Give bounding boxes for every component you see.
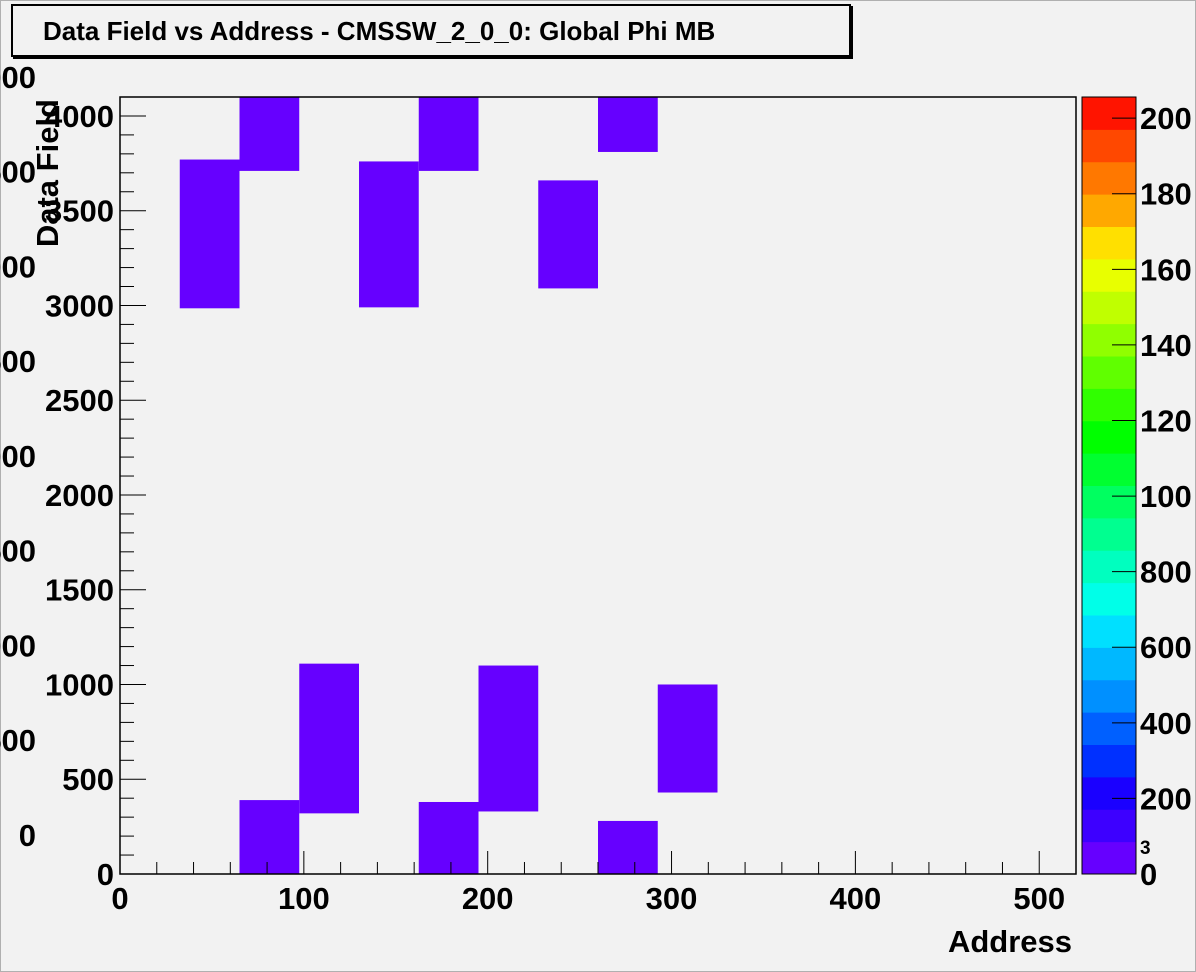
heatmap-cell — [657, 684, 718, 793]
heatmap-cell — [418, 801, 479, 874]
palette-label: 200 — [1140, 101, 1192, 136]
heatmap-cell — [239, 97, 300, 171]
x-axis-title: Address — [948, 924, 1072, 959]
palette-swatch — [1082, 647, 1136, 681]
palette-swatch — [1082, 550, 1136, 584]
palette-swatch — [1082, 582, 1136, 616]
palette-label: 600 — [1140, 630, 1192, 665]
palette-swatch — [1082, 679, 1136, 713]
heatmap-cell — [538, 180, 598, 289]
y-tick-label: 2000 — [45, 478, 114, 513]
y-ghost-tick-label: 500 — [0, 723, 36, 758]
y-ghost-tick-label: 2000 — [0, 439, 36, 474]
x-axis: 0 100 200 300 400 500 — [111, 851, 1077, 916]
y-ghost-labels: 0 500 1000 1500 2000 2500 3000 3500 4000 — [0, 60, 36, 853]
heatmap-cell — [418, 97, 479, 171]
palette-exponent: 3 — [1140, 838, 1151, 859]
palette-swatch — [1082, 809, 1136, 843]
chart-title: Data Field vs Address - CMSSW_2_0_0: Glo… — [43, 16, 716, 46]
palette-label: 160 — [1140, 252, 1192, 287]
palette-label: 200 — [1140, 781, 1192, 816]
y-tick-label: 0 — [97, 857, 114, 892]
palette-swatch — [1082, 97, 1136, 130]
palette-swatch — [1082, 258, 1136, 292]
x-tick-label: 0 — [111, 881, 128, 916]
y-axis: 0 500 1000 1500 2000 2500 3000 3500 4000 — [45, 96, 146, 892]
palette-swatch — [1082, 356, 1136, 389]
heatmap-cell — [598, 97, 658, 152]
y-ghost-tick-label: 1500 — [0, 534, 36, 569]
heatmap-cell — [299, 663, 359, 814]
palette-label: 120 — [1140, 403, 1192, 438]
y-tick-label: 1500 — [45, 573, 114, 608]
x-tick-label: 500 — [1013, 881, 1065, 916]
palette-swatch — [1082, 453, 1136, 486]
y-ghost-tick-label: 4000 — [0, 60, 36, 95]
y-axis-title: Data Field — [30, 99, 65, 247]
palette-label: 180 — [1140, 177, 1192, 212]
palette-swatch — [1082, 744, 1136, 778]
palette-label: 140 — [1140, 328, 1192, 363]
y-tick-label: 3000 — [45, 288, 114, 323]
color-palette: 0 200 400 600 800 100 120 140 160 180 200 3 — [1081, 96, 1192, 892]
y-tick-label: 1000 — [45, 667, 114, 702]
palette-swatch — [1082, 388, 1136, 422]
palette-swatch — [1082, 485, 1136, 519]
heatmap-cell — [359, 161, 419, 308]
y-ghost-tick-label: 3000 — [0, 249, 36, 284]
x-tick-label: 400 — [830, 881, 882, 916]
palette-label: 800 — [1140, 555, 1192, 590]
palette-swatch — [1082, 712, 1136, 745]
y-ghost-tick-label: 2500 — [0, 344, 36, 379]
y-tick-label: 500 — [62, 762, 114, 797]
title-box: Data Field vs Address - CMSSW_2_0_0: Glo… — [11, 4, 851, 57]
heatmap-cell — [478, 665, 539, 812]
palette-label: 0 — [1140, 857, 1157, 892]
palette-swatch — [1082, 161, 1136, 195]
palette-swatch — [1082, 517, 1136, 551]
palette-swatch — [1082, 291, 1136, 325]
y-tick-label: 3500 — [45, 194, 114, 229]
palette-swatch — [1082, 129, 1136, 163]
palette-swatch — [1082, 841, 1136, 875]
palette-swatch — [1082, 194, 1136, 227]
x-tick-label: 200 — [462, 881, 514, 916]
y-tick-label: 4000 — [45, 99, 114, 134]
heatmap-cell — [179, 159, 240, 309]
palette-swatch — [1082, 615, 1136, 648]
palette-swatch — [1082, 323, 1136, 357]
y-ghost-tick-label: 1000 — [0, 628, 36, 663]
y-ghost-tick-label: 0 — [19, 818, 36, 853]
palette-swatch — [1082, 420, 1136, 454]
y-ghost-tick-label: 3500 — [0, 155, 36, 190]
heatmap-cell — [598, 820, 658, 874]
palette-label: 400 — [1140, 706, 1192, 741]
palette-swatch — [1082, 776, 1136, 810]
y-tick-label: 2500 — [45, 383, 114, 418]
x-tick-label: 100 — [278, 881, 330, 916]
palette-swatch — [1082, 226, 1136, 260]
heatmap-cells — [179, 97, 718, 874]
heatmap-cell — [239, 800, 300, 874]
palette-border — [1081, 96, 1137, 875]
palette-label: 100 — [1140, 479, 1192, 514]
x-tick-label: 300 — [646, 881, 698, 916]
